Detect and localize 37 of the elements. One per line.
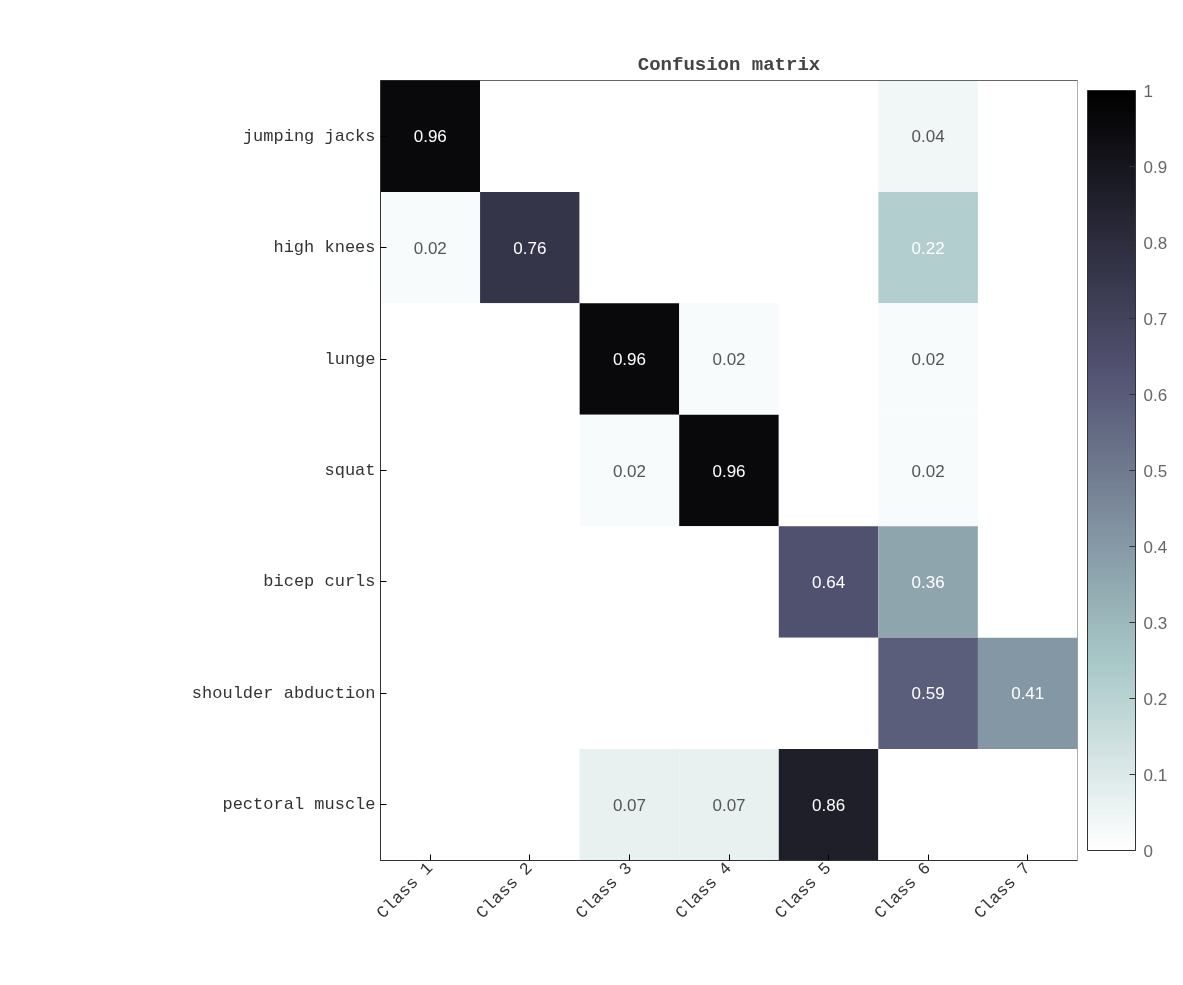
color-bar-label: 0.5 <box>1143 461 1168 481</box>
data-label: 0.36 <box>911 572 945 592</box>
data-label: 0.02 <box>911 461 945 481</box>
color-bar-label: 0.9 <box>1143 157 1168 177</box>
color-bar-label: 0.3 <box>1143 613 1168 633</box>
data-label: 0.02 <box>612 461 646 481</box>
data-label: 0.96 <box>712 461 746 481</box>
data-label: 0.02 <box>413 238 447 258</box>
color-bar-label: 0.7 <box>1143 309 1168 329</box>
data-label: 0.22 <box>911 238 945 258</box>
y-tick-label: bicep curls <box>263 572 376 592</box>
data-label: 0.86 <box>812 795 846 815</box>
data-label: 0.59 <box>911 684 945 704</box>
y-tick-label: squat <box>324 461 376 480</box>
color-bar-label: 0.2 <box>1143 689 1168 709</box>
color-bar-label: 0.8 <box>1143 233 1168 253</box>
data-label: 0.07 <box>612 795 646 815</box>
y-tick-label: jumping jacks <box>242 126 376 146</box>
data-label: 0.02 <box>712 350 746 370</box>
color-bar-label: 0.6 <box>1143 385 1168 405</box>
color-bar-label: 0.4 <box>1143 537 1168 557</box>
data-label: 0.04 <box>911 127 945 147</box>
data-label: 0.02 <box>911 350 945 370</box>
color-bar-label: 1 <box>1143 81 1153 101</box>
color-bar-label: 0 <box>1143 841 1153 861</box>
data-label: 0.96 <box>612 350 646 370</box>
data-label: 0.07 <box>712 795 746 815</box>
data-label: 0.76 <box>513 238 547 258</box>
y-tick-label: high knees <box>273 238 376 258</box>
data-label: 0.64 <box>812 572 846 592</box>
y-tick-label: lunge <box>324 349 376 369</box>
data-label: 0.96 <box>413 127 447 147</box>
data-label: 0.41 <box>1011 684 1045 704</box>
y-tick-label: shoulder abduction <box>191 683 376 703</box>
y-tick-label: pectoral muscle <box>222 795 376 815</box>
chart-title: Confusion matrix <box>637 53 821 76</box>
color-bar-label: 0.1 <box>1143 765 1168 785</box>
